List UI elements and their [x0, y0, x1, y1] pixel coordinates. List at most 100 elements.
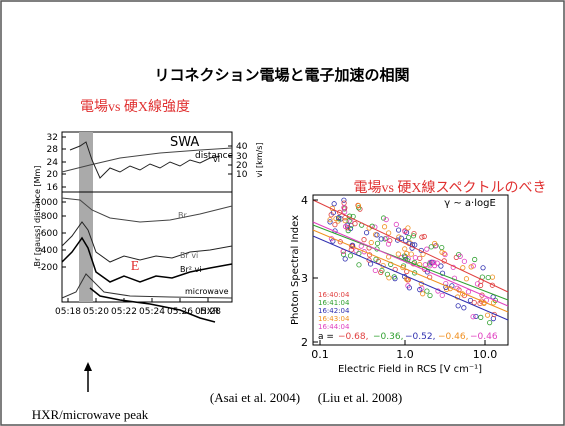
y-tick-label: -600 [38, 229, 59, 239]
y-tick-label: -1000 [32, 198, 58, 208]
scatter-dot [406, 285, 412, 291]
scatter-dot [345, 228, 351, 234]
scatter-dot [479, 292, 485, 298]
br-curve [61, 197, 233, 223]
scatter-dot [352, 221, 358, 227]
scatter-dot [429, 259, 435, 265]
scatter-dot [341, 197, 347, 203]
scatter-dot [421, 233, 427, 240]
legend-entry: 16:41:04 [318, 299, 350, 307]
scatter-dot [374, 240, 381, 246]
scatter-dot [402, 228, 408, 235]
scatter-dot [431, 263, 438, 269]
scatter-dot [336, 215, 342, 221]
scatter-dot [347, 253, 354, 259]
scatter-dot [380, 215, 387, 221]
y-axis-label: Br [gauss] distance [Mm] [33, 166, 42, 267]
scatter-dot [356, 205, 362, 211]
scatter-dot [431, 259, 437, 265]
x-tick-label: 05:18 [55, 307, 81, 317]
x-tick-label: 05:22 [111, 307, 137, 317]
scatter-dot [342, 223, 349, 230]
a-value: −0.46 [470, 332, 498, 342]
left-figure [61, 131, 233, 323]
scatter-dot [410, 233, 417, 239]
scatter-dot [406, 234, 412, 241]
scatter-dot [412, 242, 418, 248]
scatter-dot [331, 201, 337, 207]
scatter-dot [373, 256, 379, 262]
scatter-dot [457, 253, 463, 259]
a-prefix: a = [318, 332, 334, 342]
arrow-label: HXR/microwave peak [32, 407, 149, 422]
scatter-dot [385, 241, 392, 247]
x-axis-label: Electric Field in RCS [V cm⁻¹] [338, 364, 482, 375]
y-tick-label: 24 [47, 158, 59, 168]
br2vi-curve [61, 236, 233, 283]
scatter-dot [405, 225, 411, 231]
scatter-dot [456, 251, 462, 258]
fit-line [312, 221, 509, 307]
scatter-dot [341, 204, 347, 211]
curve-label: Br [178, 211, 187, 220]
distance-curve [61, 147, 233, 173]
y-tick-label: 20 [47, 170, 59, 180]
scatter-dot [463, 276, 470, 282]
scatter-dot [327, 219, 333, 225]
scatter-points [327, 197, 498, 326]
scatter-dot [427, 292, 433, 299]
scatter-dot [403, 238, 409, 244]
fit-line [312, 199, 509, 293]
y2-tick-label: 10 [236, 170, 248, 180]
y2-tick-label: 40 [236, 142, 248, 152]
scatter-dot [342, 218, 348, 224]
y-tick-label: 32 [47, 133, 58, 143]
curve-label: Br² vi [180, 265, 201, 274]
y-tick-label: -800 [38, 212, 59, 222]
legend-entry: 16:42:04 [318, 307, 350, 315]
scatter-dot [355, 203, 362, 209]
scatter-dot [471, 300, 477, 306]
x-tick-label: 05:26 [167, 307, 193, 317]
a-value: −0.68, [338, 332, 368, 342]
scatter-dot [470, 314, 476, 320]
scatter-dot [424, 288, 430, 294]
scatter-dot [342, 256, 348, 262]
hxr-curve [89, 287, 216, 323]
scatter-dot [424, 246, 430, 252]
y-tick-label: 3 [301, 272, 308, 285]
scatter-dot [405, 256, 411, 262]
scatter-dot [378, 236, 384, 242]
right-figure [312, 194, 509, 346]
scatter-dot [478, 314, 484, 320]
scatter-dot [395, 251, 401, 257]
y-tick-label: 16 [47, 183, 59, 193]
curve-label: distance [195, 151, 234, 161]
scatter-dot [400, 264, 406, 271]
scatter-dot [337, 209, 343, 215]
scatter-dot [340, 251, 347, 257]
y-tick-label: 28 [47, 145, 59, 155]
x-tick-label: 0.1 [311, 348, 329, 361]
legend-entry: 16:43:04 [318, 315, 350, 323]
e-annotation: E [131, 259, 140, 274]
scatter-dot [411, 270, 418, 276]
scatter-dot [465, 289, 472, 295]
right-caption: 電場vs 硬X線スペクトルのべき [353, 180, 546, 196]
scatter-dot [396, 234, 402, 240]
scatter-dot [393, 221, 399, 228]
x-tick-label: 10.0 [473, 348, 498, 361]
a-value: −0.36, [373, 332, 403, 342]
y2-axis-label: vi [km/s] [255, 142, 264, 177]
highlight-band [79, 132, 93, 302]
scatter-dot [332, 222, 338, 228]
scatter-dot [337, 239, 343, 245]
scatter-dot [381, 224, 388, 230]
fit-line [312, 224, 509, 301]
scatter-dot [386, 275, 392, 281]
left-citation: (Asai et al. 2004) [210, 390, 300, 405]
scatter-dot [383, 216, 389, 223]
fit-line [312, 229, 509, 313]
microwave-curve [61, 273, 233, 299]
